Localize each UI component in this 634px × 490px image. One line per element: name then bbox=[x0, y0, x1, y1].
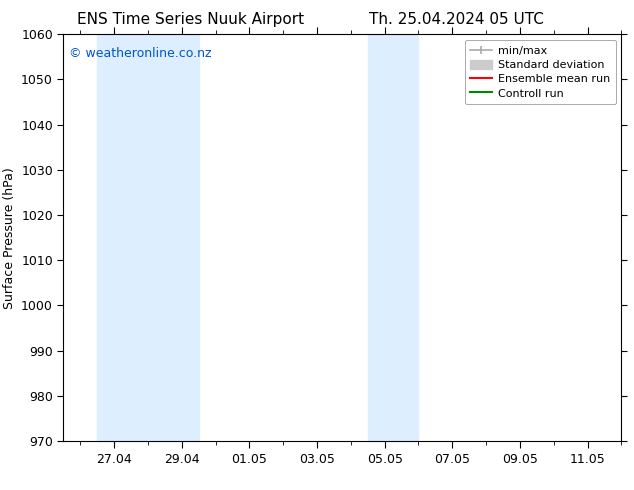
Text: © weatheronline.co.nz: © weatheronline.co.nz bbox=[69, 47, 212, 59]
Text: ENS Time Series Nuuk Airport: ENS Time Series Nuuk Airport bbox=[77, 12, 304, 27]
Bar bbox=[368, 34, 418, 441]
Y-axis label: Surface Pressure (hPa): Surface Pressure (hPa) bbox=[3, 167, 16, 309]
Bar bbox=[97, 34, 198, 441]
Text: Th. 25.04.2024 05 UTC: Th. 25.04.2024 05 UTC bbox=[369, 12, 544, 27]
Legend: min/max, Standard deviation, Ensemble mean run, Controll run: min/max, Standard deviation, Ensemble me… bbox=[465, 40, 616, 104]
